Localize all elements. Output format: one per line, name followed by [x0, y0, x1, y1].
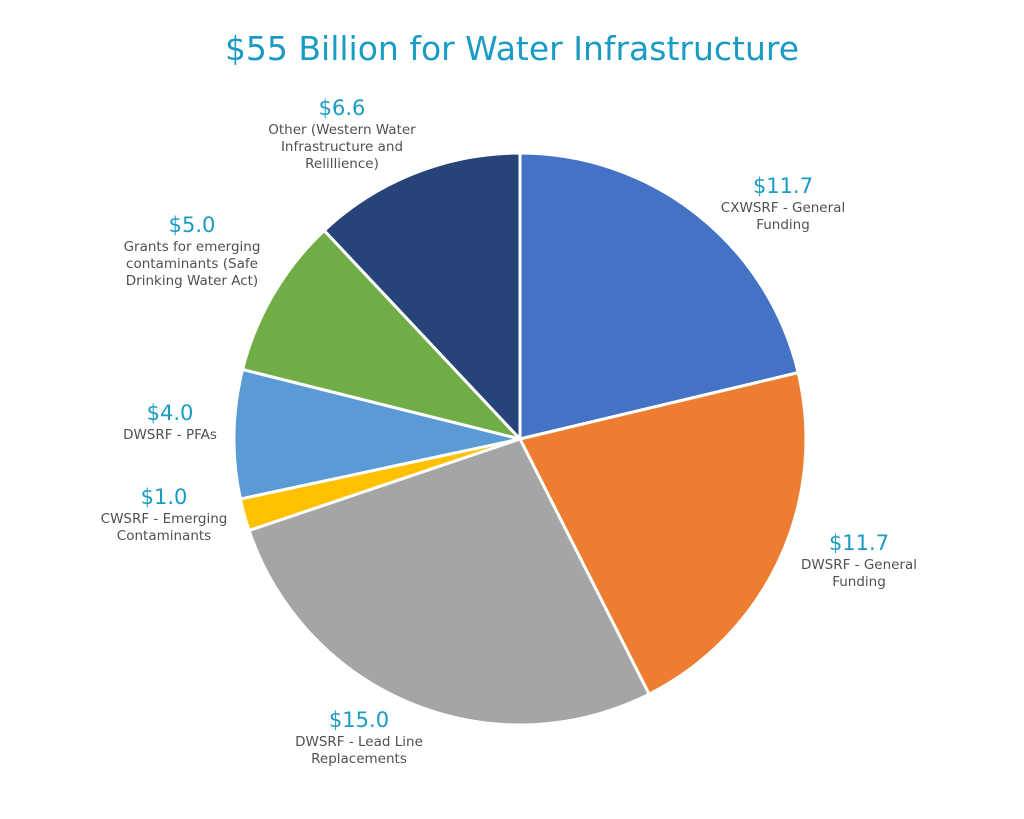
slice-category-label-0-0: CXWSRF - General — [721, 200, 845, 216]
slice-category-label-4-0: DWSRF - PFAs — [123, 427, 217, 443]
slice-value-label-6: $6.6 — [319, 96, 366, 120]
slice-category-label-5-1: contaminants (Safe — [126, 256, 258, 272]
slice-category-label-0-1: Funding — [756, 217, 810, 233]
chart-title: $55 Billion for Water Infrastructure — [225, 29, 799, 68]
pie-slice-0 — [518, 151, 800, 441]
slice-category-label-3-0: CWSRF - Emerging — [101, 511, 228, 527]
slice-category-label-1-0: DWSRF - General — [801, 557, 917, 573]
slice-category-label-6-2: Relillience) — [305, 156, 379, 172]
slice-category-label-6-0: Other (Western Water — [268, 122, 416, 138]
slice-category-label-5-2: Drinking Water Act) — [126, 273, 258, 289]
slice-category-label-3-1: Contaminants — [117, 528, 211, 544]
slice-value-label-0: $11.7 — [753, 174, 813, 198]
pie-slice-5 — [241, 229, 522, 441]
pie-slice-2 — [247, 437, 651, 727]
slice-value-label-1: $11.7 — [829, 531, 889, 555]
slice-value-label-3: $1.0 — [141, 485, 188, 509]
slice-value-label-4: $4.0 — [147, 401, 194, 425]
pie-slices — [232, 151, 808, 727]
slice-value-label-2: $15.0 — [329, 708, 389, 732]
slice-category-label-6-1: Infrastructure and — [281, 139, 403, 155]
slice-category-label-1-1: Funding — [832, 574, 886, 590]
slice-category-label-5-0: Grants for emerging — [124, 239, 261, 255]
slice-value-label-5: $5.0 — [169, 213, 216, 237]
slice-category-label-2-0: DWSRF - Lead Line — [295, 734, 423, 750]
slice-category-label-2-1: Replacements — [311, 751, 407, 767]
pie-slice-1 — [518, 371, 808, 696]
pie-slice-4 — [232, 367, 522, 501]
pie-slice-6 — [322, 151, 522, 441]
